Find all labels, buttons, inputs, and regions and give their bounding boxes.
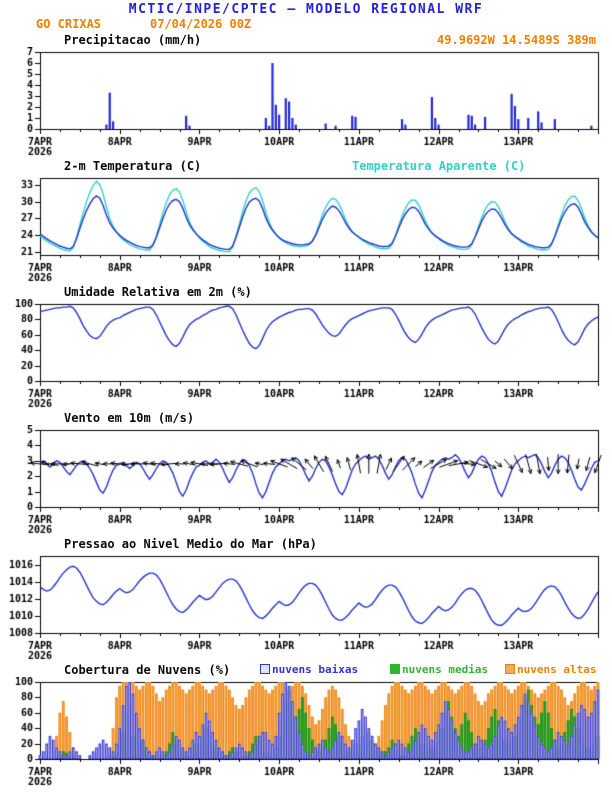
temperature-chart [0, 173, 612, 284]
precipitation-chart [0, 47, 612, 158]
pressure-title: Pressao ao Nivel Medio do Mar (hPa) [64, 537, 317, 551]
apparent-temperature-label: Temperatura Aparente (C) [352, 159, 526, 173]
legend-low-clouds: nuvens baixas [260, 663, 358, 676]
panel-pressure: Pressao ao Nivel Medio do Mar (hPa) [0, 536, 612, 662]
station-name: GO CRIXAS [36, 17, 102, 31]
panel-temperature: 2-m Temperatura (C) Temperatura Aparente… [0, 158, 612, 284]
header-row: GO CRIXAS 07/04/2026 00Z [0, 17, 612, 31]
pressure-chart [0, 551, 612, 662]
wind-title: Vento em 10m (m/s) [64, 411, 195, 425]
panel-cloud-cover: Cobertura de Nuvens (%) nuvens baixas nu… [0, 662, 612, 788]
model-run-time: 07/04/2026 00Z [150, 17, 252, 31]
station-coordinates: 49.9692W 14.5489S 389m [437, 33, 596, 47]
panel-wind: Vento em 10m (m/s) [0, 410, 612, 536]
legend-mid-clouds: nuvens medias [390, 663, 488, 676]
legend-high-clouds: nuvens altas [505, 663, 596, 676]
low-clouds-swatch-icon [260, 664, 270, 674]
cloud-cover-title: Cobertura de Nuvens (%) [64, 663, 231, 677]
panel-stack: Precipitacao (mm/h) 49.9692W 14.5489S 38… [0, 32, 612, 788]
panel-precipitation: Precipitacao (mm/h) 49.9692W 14.5489S 38… [0, 32, 612, 158]
cloud-cover-chart [0, 677, 612, 788]
mid-clouds-swatch-icon [390, 664, 400, 674]
temperature-title: 2-m Temperatura (C) [64, 159, 202, 173]
panel-humidity: Umidade Relativa em 2m (%) [0, 284, 612, 410]
wind-chart [0, 425, 612, 536]
precipitation-title: Precipitacao (mm/h) [64, 33, 202, 47]
page-title: MCTIC/INPE/CPTEC — MODELO REGIONAL WRF [128, 2, 484, 17]
humidity-title: Umidade Relativa em 2m (%) [64, 285, 252, 299]
high-clouds-swatch-icon [505, 664, 515, 674]
humidity-chart [0, 299, 612, 410]
